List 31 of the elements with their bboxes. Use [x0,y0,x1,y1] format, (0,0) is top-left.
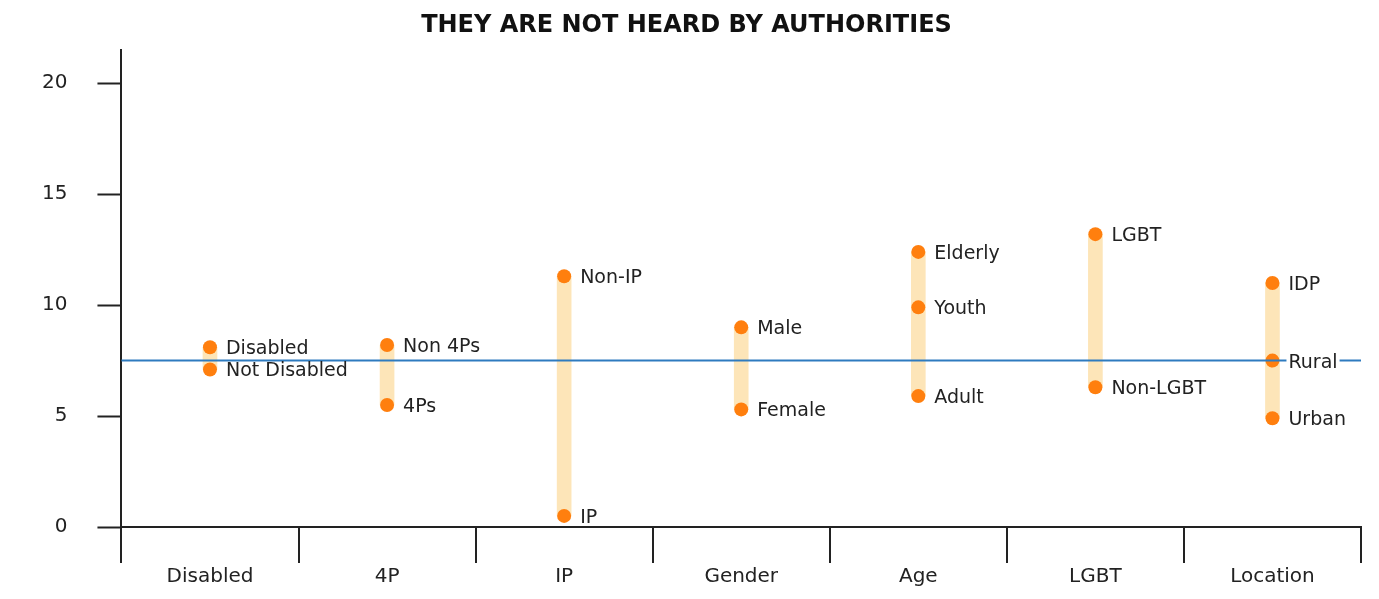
annotation: IDP [1288,271,1321,294]
annotation: Urban [1288,407,1346,430]
y-tick-label: 5 [54,402,68,427]
annotation: Rural [1288,349,1338,372]
y-tick-label: 20 [42,69,68,94]
annotation: Female [757,398,826,421]
y-tick-label: 15 [42,180,68,205]
x-tick-label: IP [555,563,574,588]
annotation: Non 4Ps [403,334,481,357]
bar [556,275,572,517]
annotation: LGBT [1111,223,1162,246]
y-tick-label: 10 [42,291,68,316]
x-tick-label: LGBT [1069,563,1123,588]
x-tick-label: Age [898,563,938,588]
annotation: Elderly [934,240,1000,263]
annotation: Youth [933,296,987,319]
y-tick-label: 0 [54,513,68,538]
annotation: Not Disabled [225,358,348,381]
annotation: Male [757,316,803,339]
bar [1088,233,1103,388]
chart-title: THEY ARE NOT HEARD BY AUTHORITIES [421,9,952,38]
annotation: Non-LGBT [1111,376,1207,399]
x-tick-label: Gender [704,563,779,588]
annotation: Non-IP [580,265,642,288]
x-tick-label: Disabled [166,563,254,588]
annotation: Disabled [225,336,309,359]
annotation: IP [580,504,598,527]
x-tick-label: Location [1230,563,1315,588]
annotation: 4Ps [403,393,437,416]
x-tick-label: 4P [374,563,400,588]
annotation: Adult [934,385,984,408]
